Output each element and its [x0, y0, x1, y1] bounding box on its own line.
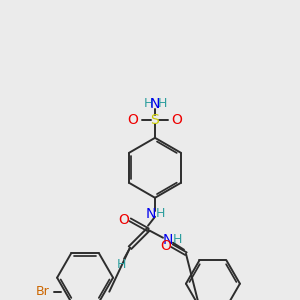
Text: H: H [143, 98, 153, 110]
Text: S: S [151, 113, 159, 127]
Text: H: H [172, 233, 182, 246]
Text: O: O [128, 113, 139, 127]
Text: N: N [146, 207, 156, 221]
Text: H: H [116, 258, 126, 271]
Text: O: O [118, 213, 130, 227]
Text: Br: Br [36, 285, 50, 298]
Text: O: O [160, 239, 171, 253]
Text: H: H [157, 98, 167, 110]
Text: N: N [150, 97, 160, 111]
Text: H: H [155, 207, 165, 220]
Text: N: N [163, 233, 173, 247]
Text: O: O [172, 113, 182, 127]
